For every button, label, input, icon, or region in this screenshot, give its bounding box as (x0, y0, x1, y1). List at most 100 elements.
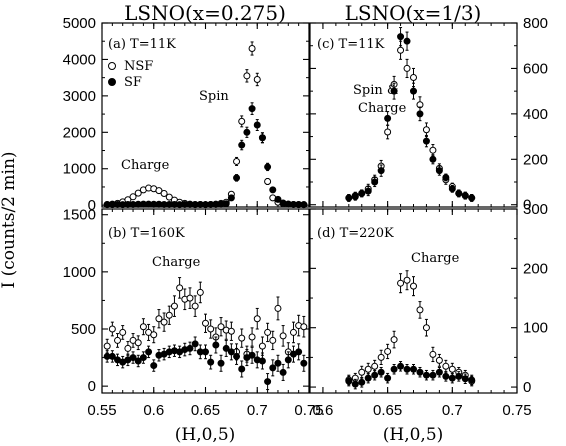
legend-label: SF (124, 75, 142, 90)
y-tick-label: 0 (88, 378, 96, 395)
nsf-point (264, 177, 272, 185)
sf-point (429, 155, 437, 163)
nsf-point (422, 126, 430, 134)
nsf-point (269, 336, 277, 344)
col-title-left: LSNO(x=0.275) (124, 1, 286, 25)
sf-point (258, 357, 266, 365)
nsf-point (155, 187, 163, 195)
sf-point (258, 134, 266, 142)
series-sf (103, 336, 308, 391)
y-tick-label: 800 (523, 15, 548, 32)
nsf-point (114, 336, 122, 344)
nsf-point (124, 344, 132, 352)
sf-point (364, 187, 372, 195)
panel-c: 0 200 400 600 800 (c) T=11K Spin & Charge (309, 15, 548, 214)
sf-point (191, 340, 199, 348)
nsf-point (248, 45, 256, 53)
nsf-point (384, 128, 392, 136)
nsf-point (358, 368, 366, 376)
nsf-point (429, 146, 437, 154)
sf-point (202, 348, 209, 356)
y-tick-label: 4000 (63, 51, 96, 68)
sf-point (243, 128, 251, 136)
nsf-point (416, 306, 424, 314)
sf-point (212, 341, 220, 349)
panel-label: (a) T=11K (108, 37, 176, 52)
sf-point (422, 371, 430, 379)
nsf-point (410, 74, 417, 82)
sf-point (284, 356, 292, 364)
nsf-point (160, 318, 168, 326)
nsf-point (176, 284, 184, 292)
sf-point (358, 378, 366, 386)
x-axis-label-left: (H,0,5) (175, 425, 236, 445)
nsf-point (248, 333, 256, 341)
panel-label: (d) T=220K (317, 226, 394, 241)
nsf-point (119, 328, 127, 336)
sf-point (384, 374, 392, 382)
y-tick-label: 0 (523, 197, 531, 214)
x-tick-label: 0.7 (442, 402, 463, 419)
sf-point (390, 87, 398, 95)
sf-point (345, 194, 353, 202)
series-nsf (103, 277, 308, 363)
sf-point (422, 137, 430, 145)
sf-point (233, 174, 241, 182)
annotation: Spin & (353, 83, 398, 98)
nsf-point (103, 342, 111, 350)
legend-marker (108, 62, 116, 70)
nsf-point (227, 327, 235, 335)
sf-point (222, 200, 230, 208)
sf-point (371, 178, 379, 186)
sf-point (448, 185, 456, 193)
panel-label: (b) T=160K (108, 226, 185, 241)
sf-point (403, 37, 411, 45)
nsf-point (397, 279, 405, 287)
sf-point (253, 121, 261, 129)
nsf-point (300, 323, 308, 331)
panel-b: 0.55 0.6 0.65 0.7 0.75 0 500 1000 1500 (b) T=160K… (63, 207, 324, 419)
nsf-point (258, 342, 266, 350)
sf-point (455, 189, 463, 197)
y-tick-label: 200 (523, 151, 548, 168)
nsf-point (435, 356, 443, 364)
sf-point (364, 374, 372, 382)
nsf-point (377, 353, 385, 361)
sf-point (233, 352, 241, 360)
x-axis-label-right: (H,0,5) (383, 425, 444, 445)
sf-point (416, 110, 424, 118)
nsf-point (279, 332, 287, 340)
x-tick-label: 0.6 (143, 402, 164, 419)
sf-point (150, 362, 158, 370)
annotation: Spin (199, 89, 229, 104)
nsf-point (196, 288, 204, 296)
legend-marker (108, 78, 116, 86)
nsf-point (170, 302, 178, 310)
sf-point (468, 376, 476, 384)
nsf-point (289, 328, 297, 336)
series-sf (103, 102, 308, 209)
y-tick-label: 600 (523, 60, 548, 77)
sf-point (377, 167, 385, 175)
nsf-point (448, 365, 456, 373)
nsf-point (429, 350, 437, 358)
nsf-point (129, 193, 137, 201)
nsf-point (155, 315, 163, 323)
sf-point (186, 344, 194, 352)
nsf-point (238, 334, 246, 342)
nsf-point (410, 282, 417, 290)
sf-point (227, 348, 235, 356)
sf-point (222, 344, 230, 352)
nsf-point (364, 365, 372, 373)
sf-point (238, 141, 246, 149)
y-tick-label: 1500 (63, 207, 96, 224)
sf-point (461, 375, 469, 383)
nsf-point (108, 325, 116, 333)
series-sf (345, 27, 476, 202)
y-tick-label: 1000 (63, 264, 96, 281)
sf-point (248, 351, 256, 359)
nsf-point (403, 64, 411, 72)
sf-point (384, 114, 392, 122)
sf-point (435, 167, 443, 175)
nsf-point (371, 362, 379, 370)
